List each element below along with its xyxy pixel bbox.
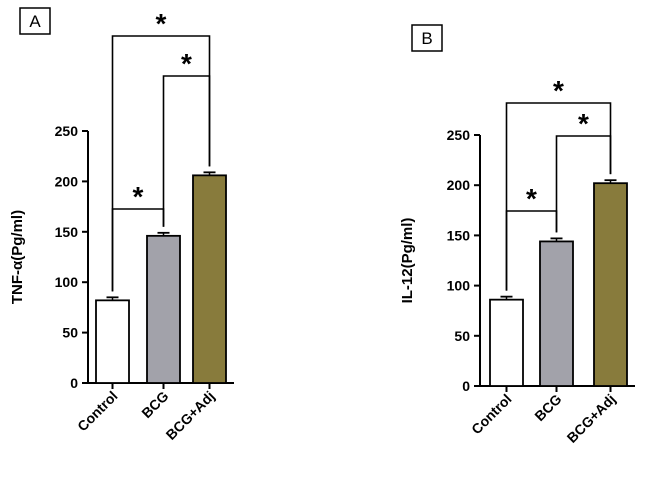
y-tick-label: 150 bbox=[447, 227, 471, 243]
panel-label: B bbox=[421, 29, 432, 48]
panel-label-box bbox=[19, 7, 51, 35]
x-tick-label: BCG bbox=[531, 391, 564, 424]
x-tick-label: Control bbox=[468, 391, 515, 438]
bar-bcg-adj bbox=[593, 182, 628, 387]
x-tick-label: BCG bbox=[138, 388, 171, 421]
y-tick-label: 100 bbox=[55, 274, 79, 290]
y-tick-label: 200 bbox=[55, 173, 79, 189]
panel-label: A bbox=[29, 12, 41, 31]
x-tick-label: Control bbox=[74, 388, 121, 435]
y-tick-label: 150 bbox=[55, 224, 79, 240]
y-tick-label: 0 bbox=[462, 378, 470, 394]
significance-bracket bbox=[111, 35, 211, 292]
bar-control bbox=[489, 298, 524, 387]
y-tick-label: 200 bbox=[447, 177, 471, 193]
significance-star: * bbox=[156, 8, 167, 39]
y-tick-label: 100 bbox=[447, 278, 471, 294]
significance-star: * bbox=[133, 181, 144, 212]
y-axis-label: TNF-α(Pg/ml) bbox=[9, 210, 26, 304]
significance-star: * bbox=[553, 75, 564, 106]
y-tick-label: 250 bbox=[447, 127, 471, 143]
y-tick-label: 0 bbox=[70, 375, 78, 391]
chart-panel-a: A 0 50 100 150 200 250 TNF-α(Pg/ml) Control BCGBC… bbox=[9, 7, 234, 443]
panel-label-box bbox=[411, 24, 443, 52]
y-tick-label: 250 bbox=[55, 123, 79, 139]
y-tick-label: 50 bbox=[62, 325, 78, 341]
chart-panel-b: B 0 50 100 150 200 250 IL-12(Pg/ml) Control BCGBC… bbox=[399, 24, 635, 446]
significance-star: * bbox=[578, 108, 589, 139]
y-tick-label: 50 bbox=[454, 328, 470, 344]
x-tick-label: BCG+Adj bbox=[163, 388, 218, 443]
y-axis-label: IL-12(Pg/ml) bbox=[399, 218, 416, 304]
significance-star: * bbox=[526, 183, 537, 214]
bar-control bbox=[95, 299, 130, 384]
bar-bcg-adj bbox=[192, 174, 227, 384]
x-tick-label: BCG+Adj bbox=[564, 391, 619, 446]
significance-bracket bbox=[505, 102, 612, 291]
significance-star: * bbox=[181, 48, 192, 79]
bar-bcg bbox=[146, 234, 181, 384]
bar-bcg bbox=[539, 240, 574, 387]
